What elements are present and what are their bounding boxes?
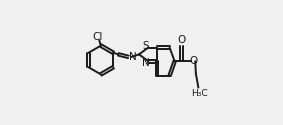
- Text: N: N: [129, 52, 137, 62]
- Text: O: O: [177, 35, 186, 45]
- Text: O: O: [189, 56, 197, 66]
- Text: S: S: [143, 41, 149, 51]
- Text: Cl: Cl: [93, 32, 103, 42]
- Text: N: N: [142, 58, 150, 68]
- Text: H₃C: H₃C: [191, 89, 207, 98]
